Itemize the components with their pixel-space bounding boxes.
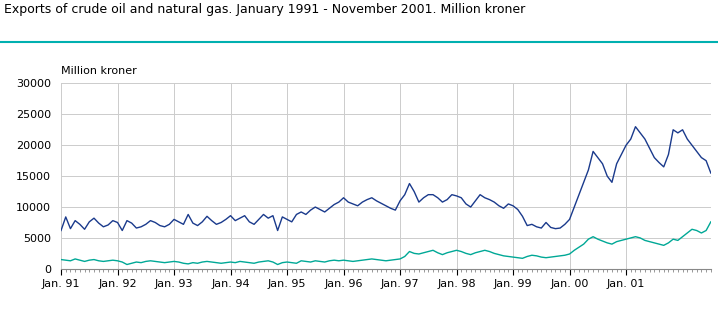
Text: Million kroner: Million kroner [61,66,137,76]
Text: Exports of crude oil and natural gas. January 1991 - November 2001. Million kron: Exports of crude oil and natural gas. Ja… [4,3,525,16]
Natural gas [62,258,70,262]
Crude oil [707,171,715,175]
Natural gas [707,220,715,224]
Crude oil [631,125,640,129]
Line: Crude oil: Crude oil [61,127,711,231]
Natural gas [429,248,437,252]
Natural gas [123,263,131,266]
Natural gas [57,258,65,261]
Crude oil [66,227,75,231]
Crude oil [57,229,65,232]
Natural gas [401,255,409,258]
Natural gas [66,259,75,263]
Crude oil [424,193,433,197]
Crude oil [62,215,70,219]
Natural gas [697,231,706,235]
Natural gas [476,250,485,253]
Line: Natural gas: Natural gas [61,222,711,265]
Crude oil [471,199,480,203]
Crude oil [396,199,404,203]
Crude oil [697,156,706,159]
